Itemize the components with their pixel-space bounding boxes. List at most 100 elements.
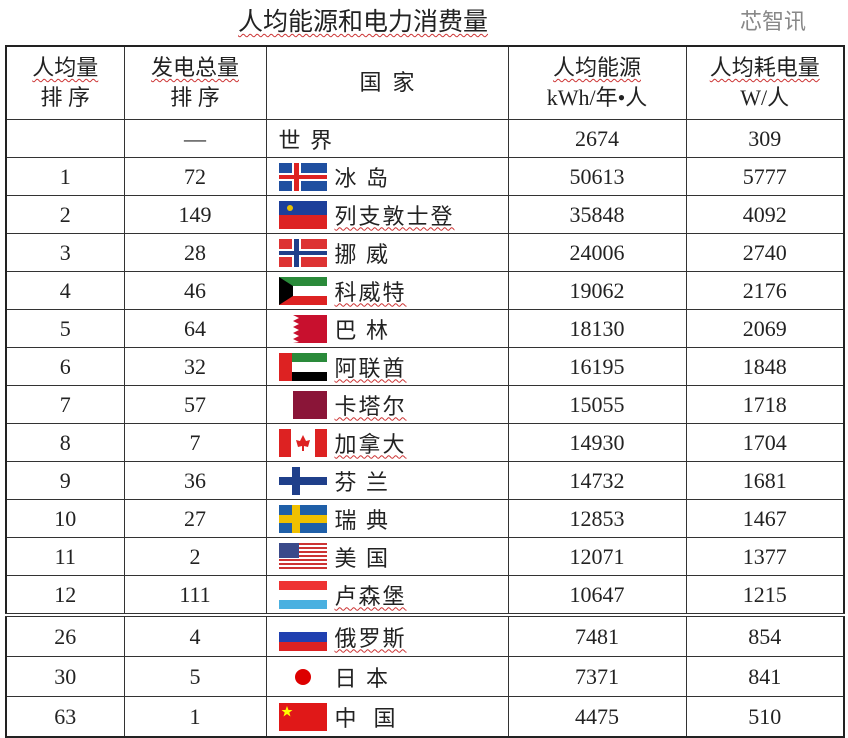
country-cell: 瑞 典	[265, 499, 509, 538]
country-cell: 挪 威	[265, 233, 509, 272]
norway-flag-icon	[278, 238, 327, 267]
total-rank-cell: 32	[123, 347, 267, 386]
total-rank-cell: 4	[123, 613, 267, 657]
liechtenstein-flag-icon	[278, 200, 327, 229]
table-row: 7 57 卡塔尔 15055 1718	[5, 385, 845, 424]
total-rank-cell: 36	[123, 461, 267, 500]
power-cell: 2740	[685, 233, 845, 272]
table-row: 11 2 美 国 12071 1377	[5, 537, 845, 576]
rank-cell: 6	[5, 347, 125, 386]
country-cell: 日 本	[265, 656, 509, 697]
total-rank-cell: —	[123, 119, 267, 158]
table-row: 9 36 芬 兰 14732 1681	[5, 461, 845, 500]
total-rank-cell: 1	[123, 696, 267, 738]
power-cell: 1848	[685, 347, 845, 386]
qatar-flag-icon	[278, 390, 327, 419]
energy-cell: 7371	[507, 656, 687, 697]
rank-cell: 9	[5, 461, 125, 500]
rank-cell: 3	[5, 233, 125, 272]
bahrain-flag-icon	[278, 314, 327, 343]
country-name: 卡塔尔	[334, 393, 407, 419]
energy-cell: 50613	[507, 157, 687, 196]
table-title: 人均能源和电力消费量	[238, 9, 489, 36]
rank-cell: 4	[5, 271, 125, 310]
header-rank-line1: 人均量	[32, 55, 99, 80]
energy-cell: 2674	[507, 119, 687, 158]
country-name: 俄罗斯	[334, 625, 407, 651]
country-cell: 俄罗斯	[265, 613, 509, 657]
header-power: 人均耗电量 W/人	[685, 45, 845, 120]
rank-cell	[5, 119, 125, 158]
rank-cell: 2	[5, 195, 125, 234]
table-row: 10 27 瑞 典 12853 1467	[5, 499, 845, 538]
header-rank: 人均量排 序	[5, 45, 125, 120]
total-rank-cell: 28	[123, 233, 267, 272]
china-flag-icon	[278, 702, 327, 731]
power-cell: 1467	[685, 499, 845, 538]
energy-cell: 12853	[507, 499, 687, 538]
country-cell: 阿联酋	[265, 347, 509, 386]
power-cell: 309	[685, 119, 845, 158]
table-row: 6 32 阿联酋 16195 1848	[5, 347, 845, 386]
rank-cell: 1	[5, 157, 125, 196]
header-power-line1: 人均耗电量	[709, 55, 820, 80]
header-total-rank: 发电总量排 序	[123, 45, 267, 120]
energy-cell: 19062	[507, 271, 687, 310]
country-name: 美 国	[334, 545, 391, 571]
power-cell: 1377	[685, 537, 845, 576]
uae-flag-icon	[278, 352, 327, 381]
energy-cell: 4475	[507, 696, 687, 738]
energy-cell: 7481	[507, 613, 687, 657]
total-rank-cell: 57	[123, 385, 267, 424]
energy-cell: 18130	[507, 309, 687, 348]
country-name: 中 国	[334, 705, 398, 731]
header-rank-line2: 排 序	[40, 85, 90, 110]
country-cell: 巴 林	[265, 309, 509, 348]
country-name: 冰 岛	[334, 165, 391, 191]
energy-cell: 14732	[507, 461, 687, 500]
energy-cell: 35848	[507, 195, 687, 234]
kuwait-flag-icon	[278, 276, 327, 305]
energy-table: 人均量排 序 发电总量排 序 国 家 人均能源 kWh/年•人 人均耗电量 W/人 …	[5, 45, 845, 738]
country-name: 世 界	[278, 127, 335, 153]
rank-cell: 5	[5, 309, 125, 348]
rank-cell: 8	[5, 423, 125, 462]
table-row: 12 111 卢森堡 10647 1215	[5, 575, 845, 616]
country-name: 卢森堡	[334, 583, 407, 609]
table-row: — 世 界 2674 309	[5, 119, 845, 158]
country-name: 巴 林	[334, 317, 391, 343]
rank-cell: 12	[5, 575, 125, 616]
total-rank-cell: 64	[123, 309, 267, 348]
country-name: 日 本	[334, 665, 391, 691]
country-cell: 芬 兰	[265, 461, 509, 500]
total-rank-cell: 149	[123, 195, 267, 234]
table-row: 1 72 冰 岛 50613 5777	[5, 157, 845, 196]
total-rank-cell: 5	[123, 656, 267, 697]
power-cell: 1704	[685, 423, 845, 462]
table-row: 26 4 俄罗斯 7481 854	[5, 613, 845, 657]
country-name: 阿联酋	[334, 355, 407, 381]
table-row: 3 28 挪 威 24006 2740	[5, 233, 845, 272]
country-cell: 科威特	[265, 271, 509, 310]
country-name: 挪 威	[334, 241, 391, 267]
energy-cell: 10647	[507, 575, 687, 616]
power-cell: 4092	[685, 195, 845, 234]
total-rank-cell: 72	[123, 157, 267, 196]
watermark: 芯智讯	[740, 10, 807, 35]
japan-flag-icon	[278, 662, 327, 691]
header-country: 国 家	[265, 45, 509, 120]
country-cell: 冰 岛	[265, 157, 509, 196]
table-row: 30 5 日 本 7371 841	[5, 656, 845, 697]
rank-cell: 7	[5, 385, 125, 424]
power-cell: 2069	[685, 309, 845, 348]
luxembourg-flag-icon	[278, 580, 327, 609]
power-cell: 2176	[685, 271, 845, 310]
header-total-line1: 发电总量	[150, 55, 239, 80]
energy-cell: 12071	[507, 537, 687, 576]
country-cell: 卢森堡	[265, 575, 509, 616]
iceland-flag-icon	[278, 162, 327, 191]
table-row: 2 149 列支敦士登 35848 4092	[5, 195, 845, 234]
total-rank-cell: 27	[123, 499, 267, 538]
finland-flag-icon	[278, 466, 327, 495]
header-row: 人均量排 序 发电总量排 序 国 家 人均能源 kWh/年•人 人均耗电量 W/人	[5, 45, 845, 120]
